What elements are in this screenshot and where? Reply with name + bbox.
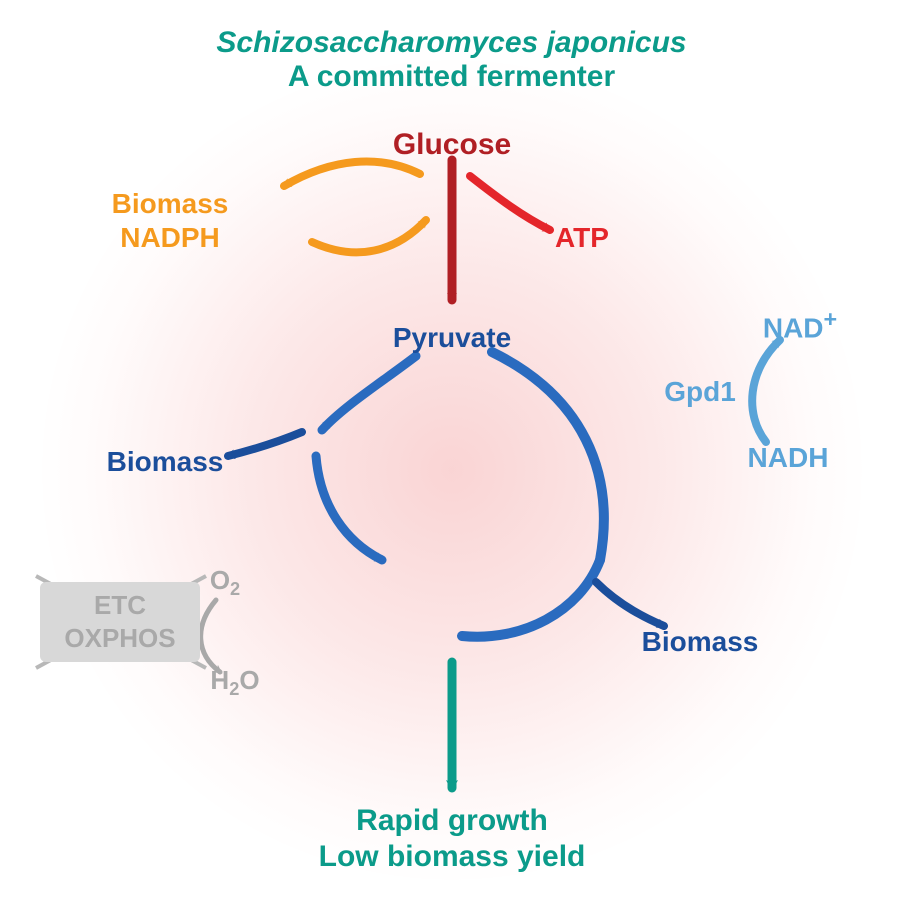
o2-o: O xyxy=(210,565,230,595)
label-nadh: NADH xyxy=(748,442,829,474)
label-pyruvate: Pyruvate xyxy=(393,322,511,354)
header-line-1: Schizosaccharomyces japonicus xyxy=(0,26,903,61)
arrow-cycle-biomass-right xyxy=(596,582,664,626)
label-h2o: H2O xyxy=(210,666,259,700)
o2-sub: 2 xyxy=(230,579,240,599)
label-gpd1: Gpd1 xyxy=(664,376,736,408)
h2o-o: O xyxy=(239,665,259,695)
nad-sup: + xyxy=(824,306,838,332)
arrow-gpd1 xyxy=(752,340,780,442)
etc-label: ETC xyxy=(40,590,200,621)
label-biomass-top: Biomass xyxy=(112,188,229,220)
label-o2: O2 xyxy=(210,566,240,600)
arrow-atp xyxy=(470,176,550,230)
arrow-cycle-right xyxy=(492,352,604,560)
header-line-2: A committed fermenter xyxy=(0,60,903,95)
arrow-ppp-return xyxy=(312,220,426,252)
label-nad-plus: NAD+ xyxy=(763,306,837,345)
arrow-o2-h2o xyxy=(201,600,220,672)
arrow-left-down xyxy=(316,456,382,560)
h2o-sub: 2 xyxy=(229,679,239,699)
oxphos-label: OXPHOS xyxy=(40,623,200,654)
footer-line-1: Rapid growth xyxy=(356,804,548,839)
nad-text: NAD xyxy=(763,312,824,343)
h2o-h: H xyxy=(210,665,229,695)
label-biomass-right: Biomass xyxy=(642,626,759,658)
etc-oxphos-box: ETC OXPHOS xyxy=(40,582,200,662)
diagram-stage: Schizosaccharomyces japonicus A committe… xyxy=(0,0,903,903)
footer-line-2: Low biomass yield xyxy=(319,840,586,875)
arrow-ppp-out xyxy=(284,162,420,187)
arrow-cycle-bottom xyxy=(462,560,600,637)
label-nadph: NADPH xyxy=(120,222,220,254)
arrow-left-biomass xyxy=(228,432,302,456)
label-glucose: Glucose xyxy=(393,128,511,163)
label-biomass-left: Biomass xyxy=(107,446,224,478)
label-atp: ATP xyxy=(555,222,609,254)
arrow-pyr-left xyxy=(322,356,416,430)
